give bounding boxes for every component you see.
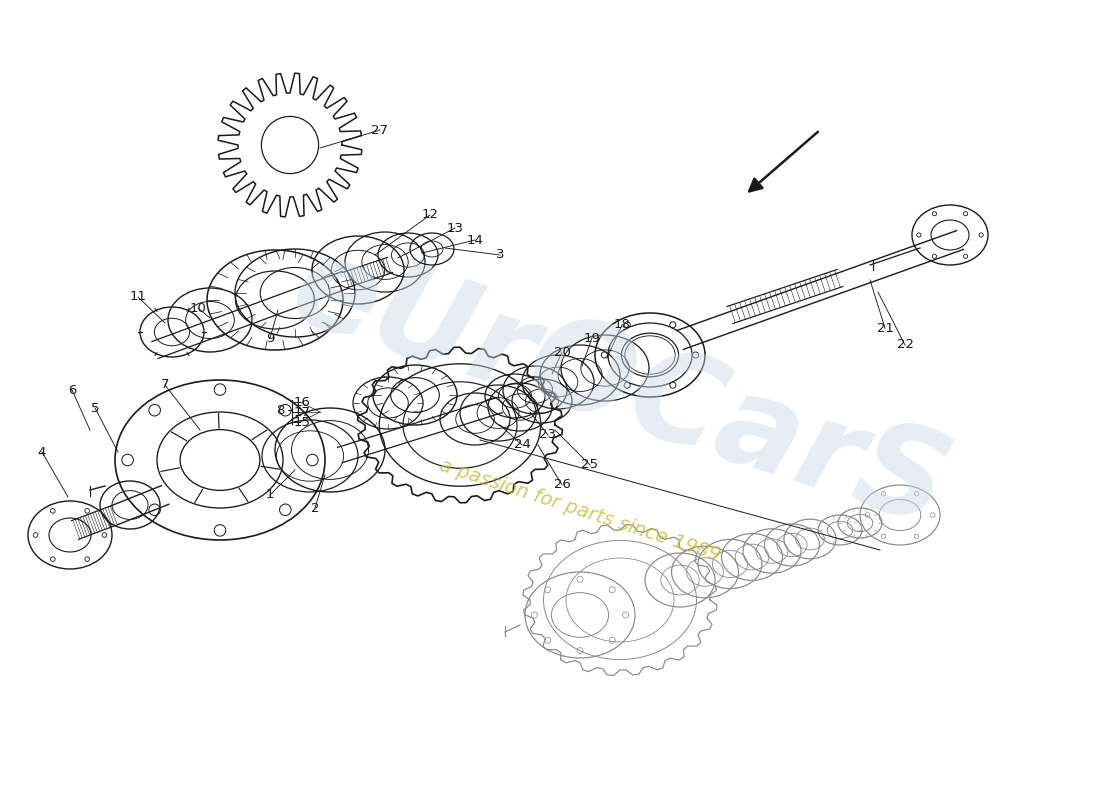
- Text: 22: 22: [896, 338, 913, 351]
- Text: 23: 23: [539, 429, 557, 442]
- Text: 5: 5: [90, 402, 99, 414]
- Text: 26: 26: [553, 478, 571, 491]
- Text: 6: 6: [68, 383, 76, 397]
- Text: 14: 14: [466, 234, 483, 246]
- Text: eUrOCarS: eUrOCarS: [277, 227, 962, 553]
- Text: 13: 13: [447, 222, 463, 234]
- Text: 3: 3: [496, 249, 504, 262]
- Text: 17: 17: [294, 406, 311, 418]
- Text: 8: 8: [276, 403, 284, 417]
- Text: 2: 2: [310, 502, 319, 514]
- Text: 16: 16: [294, 395, 311, 409]
- Text: 20: 20: [553, 346, 571, 358]
- Text: 24: 24: [514, 438, 530, 451]
- Text: 9: 9: [266, 331, 274, 345]
- Text: 18: 18: [614, 318, 630, 331]
- Text: 19: 19: [584, 331, 601, 345]
- Text: 27: 27: [372, 123, 388, 137]
- Text: 4: 4: [37, 446, 46, 458]
- Text: a passion for parts since 1989: a passion for parts since 1989: [437, 455, 723, 565]
- Text: 11: 11: [130, 290, 146, 303]
- Text: 15: 15: [294, 415, 311, 429]
- Text: 7: 7: [161, 378, 169, 391]
- Text: 25: 25: [582, 458, 598, 471]
- Text: 10: 10: [189, 302, 207, 314]
- Text: 21: 21: [877, 322, 893, 334]
- Text: 12: 12: [421, 209, 439, 222]
- Text: 1: 1: [266, 489, 274, 502]
